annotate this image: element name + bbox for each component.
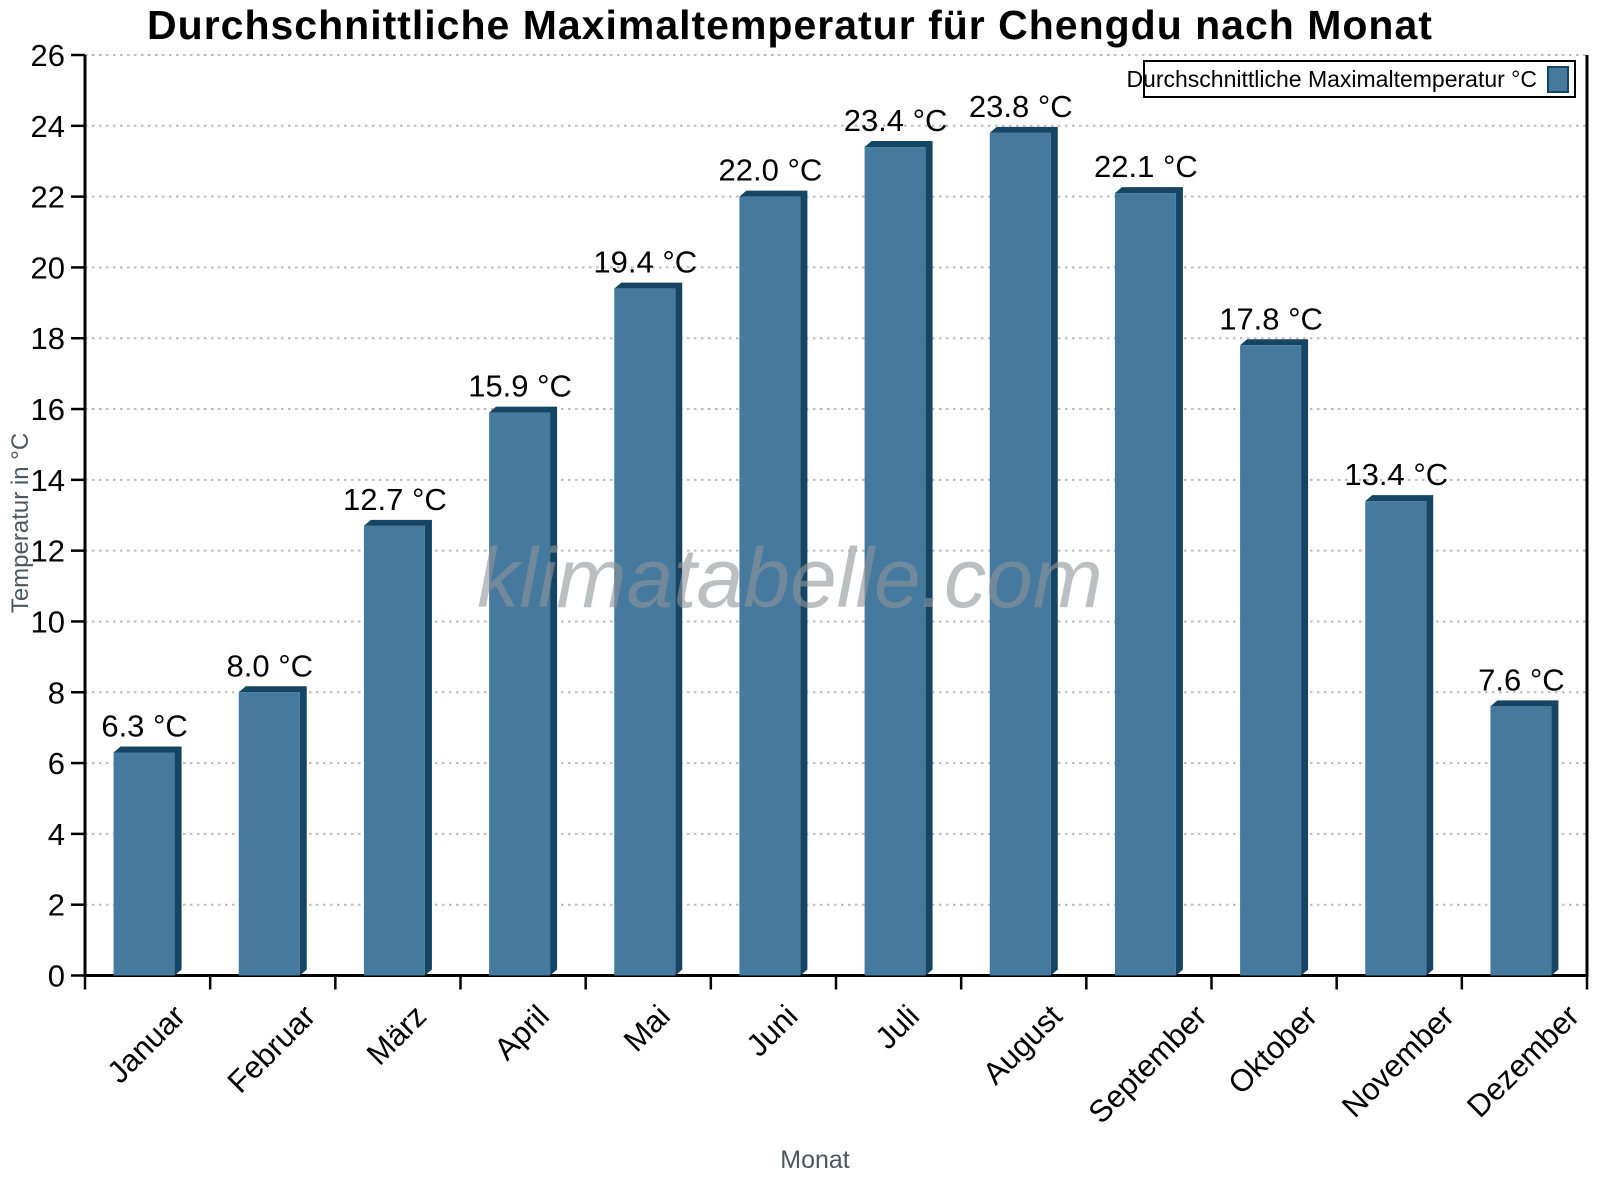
- value-label-april: 15.9 °C: [468, 369, 572, 404]
- y-tick-label: 24: [31, 109, 65, 144]
- bar-3d-edge: [1240, 339, 1309, 976]
- bar-3d-edge: [1114, 187, 1183, 976]
- bar-3d-edge: [238, 686, 307, 976]
- bar-3d-edge: [864, 141, 933, 976]
- bar-3d-edge: [739, 190, 808, 976]
- x-tick-label-dezember: Dezember: [1460, 998, 1586, 1124]
- y-tick-label: 8: [48, 675, 65, 710]
- bar-juli: [864, 147, 926, 976]
- legend: Durchschnittliche Maximaltemperatur °C: [1126, 60, 1576, 98]
- bar-februar: [238, 692, 300, 976]
- bar-november: [1365, 501, 1427, 976]
- value-label-januar: 6.3 °C: [101, 708, 188, 743]
- y-tick-label: 12: [31, 534, 65, 569]
- y-tick-label: 2: [48, 888, 65, 923]
- bar-september: [1114, 193, 1176, 976]
- y-tick-label: 22: [31, 180, 65, 215]
- value-label-september: 22.1 °C: [1094, 149, 1198, 184]
- bar-juni: [739, 196, 801, 976]
- value-label-februar: 8.0 °C: [227, 648, 314, 683]
- value-label-august: 23.8 °C: [969, 89, 1073, 124]
- x-tick-label-september: September: [1082, 998, 1214, 1130]
- bar-3d-edge: [1365, 495, 1434, 976]
- y-tick-label: 26: [31, 38, 65, 73]
- legend-label: Durchschnittliche Maximaltemperatur °C: [1126, 65, 1537, 92]
- value-label-mai: 19.4 °C: [593, 245, 697, 280]
- y-tick-label: 16: [31, 392, 65, 427]
- x-tick-label-mrz: März: [360, 998, 433, 1071]
- x-tick-label-februar: Februar: [221, 998, 323, 1100]
- x-axis-title: Monat: [780, 1146, 850, 1174]
- bar-mrz: [363, 525, 425, 976]
- x-tick-label-januar: Januar: [100, 998, 192, 1090]
- value-label-dezember: 7.6 °C: [1478, 662, 1565, 697]
- bar-august: [989, 132, 1051, 976]
- chart-title: Durchschnittliche Maximaltemperatur für …: [147, 2, 1433, 48]
- x-tick-label-mai: Mai: [617, 998, 677, 1058]
- value-label-juli: 23.4 °C: [844, 103, 948, 138]
- y-tick-label: 14: [31, 463, 65, 498]
- x-tick-label-oktober: Oktober: [1221, 998, 1324, 1101]
- y-tick-label: 4: [48, 817, 65, 852]
- y-tick-label: 20: [31, 250, 65, 285]
- x-tick-label-november: November: [1335, 998, 1461, 1124]
- y-tick-label: 10: [31, 604, 65, 639]
- x-tick-label-august: August: [976, 998, 1069, 1091]
- value-label-juni: 22.0 °C: [719, 153, 823, 188]
- value-label-oktober: 17.8 °C: [1219, 301, 1323, 336]
- bar-3d-edge: [1490, 700, 1559, 976]
- x-tick-label-juli: Juli: [868, 998, 926, 1056]
- x-tick-label-juni: Juni: [740, 998, 805, 1063]
- value-label-november: 13.4 °C: [1344, 457, 1448, 492]
- y-tick-label: 6: [48, 746, 65, 781]
- y-axis-title: Temperatur in °C: [7, 432, 34, 614]
- legend-swatch-icon: [1547, 65, 1569, 93]
- x-tick-label-april: April: [487, 998, 556, 1067]
- bar-mai: [614, 288, 676, 976]
- bar-april: [489, 412, 551, 976]
- y-tick-label: 0: [48, 959, 65, 994]
- bar-3d-edge: [489, 406, 558, 976]
- bar-3d-edge: [614, 282, 683, 976]
- bar-oktober: [1240, 345, 1302, 976]
- y-tick-label: 18: [31, 321, 65, 356]
- bar-januar: [113, 752, 175, 976]
- bar-3d-edge: [989, 126, 1058, 976]
- value-label-mrz: 12.7 °C: [343, 482, 447, 517]
- bar-3d-edge: [113, 746, 182, 976]
- bar-3d-edge: [363, 519, 432, 976]
- bar-dezember: [1490, 706, 1552, 976]
